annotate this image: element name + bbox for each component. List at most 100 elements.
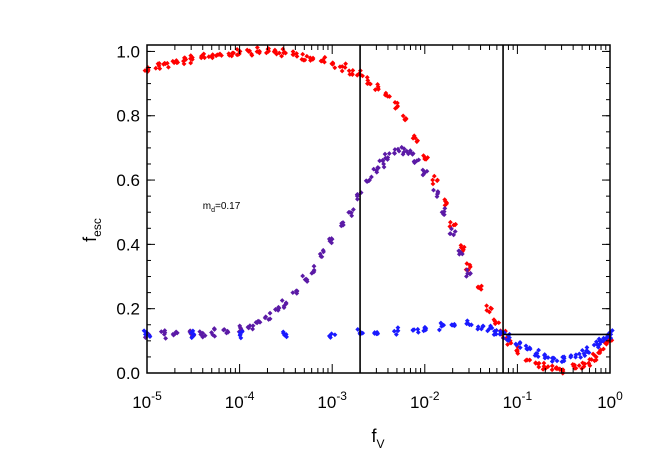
series-2-point-8-marker	[410, 327, 416, 333]
series-0-point-23-marker	[354, 72, 360, 78]
series-1-point-1-marker	[162, 330, 168, 336]
series-2-point-5-marker	[355, 327, 361, 332]
series-1-point-29-marker	[424, 168, 430, 174]
series-0-point-2-marker	[163, 61, 168, 67]
series-2-point-9-marker	[423, 327, 429, 333]
x-tick-label-2-exponent: -3	[336, 389, 347, 403]
series-1-point-9-marker	[255, 318, 261, 324]
annotation-rest: =0.17	[215, 201, 241, 212]
annotation: md=0.17	[203, 201, 241, 214]
series-0-point-22-marker	[347, 71, 353, 77]
series-1-point-24-marker	[383, 155, 388, 161]
series-0-point-23-marker	[356, 71, 362, 77]
series-1-point-2-marker	[173, 331, 178, 336]
series-2-point-8-marker	[415, 329, 421, 335]
series-2-point-3-marker	[280, 329, 286, 335]
series-1-point-22-marker	[376, 165, 381, 171]
x-tick-label-1-exponent: -4	[244, 389, 255, 403]
series-0-point-21-marker	[339, 64, 345, 69]
series-1-point-13-marker	[290, 290, 296, 296]
series-1-point-17-marker	[326, 236, 332, 242]
series-0-point-5-marker	[188, 56, 193, 62]
series-1-point-30-marker	[434, 194, 440, 199]
series-0-point-27-marker	[394, 100, 400, 106]
series-2-point-4-marker	[332, 332, 338, 338]
series-0-point-29-marker	[412, 135, 418, 141]
series-0-point-44-marker	[541, 360, 547, 366]
series-0-point-42-marker	[524, 357, 530, 363]
series-1-point-28-marker	[411, 159, 417, 164]
series-0-point-49-marker	[587, 363, 593, 369]
series-1-point-30-marker	[435, 189, 441, 194]
series-0-point-38-marker	[496, 320, 502, 326]
series-0-point-2-marker	[166, 64, 171, 70]
series-0-point-12-marker	[254, 45, 260, 50]
series-0-point-22-marker	[350, 68, 356, 73]
series-1-point-16-marker	[321, 249, 326, 255]
series-0-point-45-marker	[549, 363, 555, 369]
y-tick-label-0: 0.0	[116, 364, 140, 383]
x-tick-label-2-base: 10	[317, 393, 336, 412]
series-2-point-29-marker	[600, 338, 606, 344]
y-axis-title-main: f	[80, 236, 100, 242]
series-0-point-43-marker	[536, 364, 542, 370]
series-0-point-15-marker	[282, 49, 287, 55]
x-tick-label-2: 10-3	[317, 389, 347, 412]
series-0-point-34-marker	[458, 242, 464, 248]
series-2-point-17-marker	[504, 337, 510, 343]
x-tick-label-5-base: 10	[597, 393, 616, 412]
series-2-point-12-marker	[469, 322, 474, 328]
series-2-point-23-marker	[560, 354, 566, 360]
series-1-point-17-marker	[329, 240, 334, 246]
series-0-point-30-marker	[421, 153, 426, 159]
series-0-point-21-marker	[337, 64, 343, 70]
y-axis-title: fesc	[80, 218, 104, 242]
series-1-point-7-marker	[237, 325, 243, 331]
series-2-point-1-marker	[188, 330, 194, 335]
series-2-point-6-marker	[375, 331, 381, 337]
series-1-point-25-marker	[392, 151, 397, 156]
x-tick-label-1: 10-4	[225, 389, 255, 412]
series-2-point-19-marker	[527, 345, 533, 351]
series-1-point-25-marker	[392, 147, 398, 152]
series-1-point-23-marker	[381, 164, 387, 170]
series-1-point-19-marker	[349, 213, 355, 219]
series-0-point-50-marker	[590, 351, 596, 357]
series-1-point-24-marker	[386, 151, 392, 156]
series-1-point-12-marker	[283, 300, 289, 306]
series-1-point-25-marker	[395, 146, 401, 152]
series-0-point-20-marker	[330, 61, 336, 66]
series-2-point-10-marker	[439, 321, 444, 327]
series-0-point-35-marker	[464, 261, 470, 266]
series-2-point-5-marker	[360, 330, 366, 336]
series-1-point-1-marker	[158, 329, 164, 335]
series-0-point-8-marker	[217, 51, 223, 57]
series-2-point-7-marker	[393, 332, 399, 337]
series-0-point-44-marker	[541, 363, 547, 369]
series-1-point-21-marker	[366, 178, 372, 184]
x-tick-label-5: 100	[597, 389, 623, 412]
x-axis-title-sub: V	[377, 437, 385, 451]
series-0-point-12-marker	[257, 48, 262, 54]
series-0-point-20-marker	[332, 65, 338, 71]
series-1-point-22-marker	[371, 166, 377, 172]
series-1-point-5-marker	[210, 332, 216, 338]
series-2-point-22-marker	[549, 359, 555, 364]
series-0-point-30-marker	[423, 156, 429, 162]
series-0-point-9-marker	[231, 50, 236, 56]
series-1-point-28-marker	[414, 158, 420, 164]
series-2-point-18-marker	[514, 342, 519, 348]
series-2-point-25-marker	[576, 351, 582, 357]
series-0-point-22-marker	[349, 71, 355, 77]
x-tick-label-3-exponent: -2	[429, 389, 440, 403]
series-1-point-23-marker	[377, 158, 383, 164]
series-1-point-8-marker	[250, 326, 256, 332]
series-2-point-24-marker	[573, 354, 578, 360]
x-tick-label-4: 10-1	[503, 389, 533, 412]
series-0-point-31-marker	[430, 181, 436, 187]
series-1-point-12-marker	[279, 298, 285, 303]
series-2-point-8-marker	[415, 326, 421, 332]
y-tick-label-4: 0.8	[116, 107, 140, 126]
series-2-point-0-marker	[147, 334, 153, 340]
series-0-point-3-marker	[170, 58, 176, 64]
